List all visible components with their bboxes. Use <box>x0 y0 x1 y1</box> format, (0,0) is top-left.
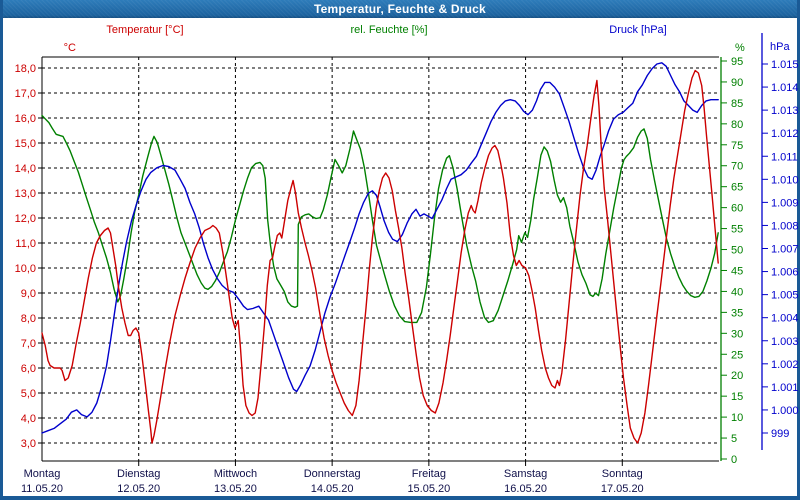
temp-tick-label: 7,0 <box>21 338 36 350</box>
legend-temperature: Temperatur [°C] <box>106 24 184 36</box>
humidity-tick-label: 90 <box>731 77 743 89</box>
pressure-tick-label: 1.008 <box>771 220 799 232</box>
temp-tick-label: 9,0 <box>21 288 36 300</box>
day-date-label: 11.05.20 <box>21 483 63 495</box>
legend-humidity: rel. Feuchte [%] <box>350 24 428 36</box>
humidity-tick-label: 15 <box>731 391 743 403</box>
day-name-label: Sonntag <box>602 468 643 480</box>
day-date-label: 16.05.20 <box>504 483 547 495</box>
humidity-tick-label: 10 <box>731 412 743 424</box>
humidity-tick-label: 20 <box>731 370 743 382</box>
pressure-axis-unit: hPa <box>770 41 790 53</box>
pressure-tick-label: 1.001 <box>771 382 799 394</box>
pressure-tick-label: 1.014 <box>771 82 799 94</box>
temp-tick-label: 4,0 <box>21 413 36 425</box>
temp-tick-label: 6,0 <box>21 363 36 375</box>
temp-tick-label: 12,0 <box>15 213 36 225</box>
temperature-axis-unit: °C <box>63 42 76 54</box>
humidity-tick-label: 40 <box>731 286 743 298</box>
day-name-label: Dienstag <box>117 468 160 480</box>
day-date-label: 12.05.20 <box>117 483 160 495</box>
humidity-tick-label: 50 <box>731 245 743 257</box>
pressure-tick-label: 1.011 <box>771 151 798 163</box>
pressure-tick-label: 1.013 <box>771 105 799 117</box>
pressure-tick-label: 1.004 <box>771 313 799 325</box>
day-name-label: Freitag <box>412 468 446 480</box>
humidity-tick-label: 70 <box>731 161 743 173</box>
temp-tick-label: 17,0 <box>15 88 36 100</box>
humidity-tick-label: 30 <box>731 328 743 340</box>
humidity-tick-label: 80 <box>731 119 743 131</box>
pressure-tick-label: 1.006 <box>771 267 799 279</box>
temp-tick-label: 13,0 <box>15 188 36 200</box>
temp-tick-label: 16,0 <box>15 113 36 125</box>
series-humidity <box>41 114 719 324</box>
pressure-tick-label: 1.012 <box>771 128 799 140</box>
day-date-label: 15.05.20 <box>407 483 450 495</box>
day-name-label: Samstag <box>504 468 547 480</box>
humidity-tick-label: 25 <box>731 349 743 361</box>
temp-tick-label: 8,0 <box>21 313 36 325</box>
temp-tick-label: 5,0 <box>21 388 36 400</box>
window-title: Temperatur, Feuchte & Druck <box>314 2 486 16</box>
series-pressure <box>41 62 719 434</box>
pressure-tick-label: 1.009 <box>771 197 799 209</box>
day-name-label: Donnerstag <box>304 468 361 480</box>
humidity-tick-label: 0 <box>731 454 737 466</box>
legend-pressure: Druck [hPa] <box>609 24 667 36</box>
temp-tick-label: 3,0 <box>21 438 36 450</box>
humidity-tick-label: 35 <box>731 307 743 319</box>
series-temperature <box>41 69 719 444</box>
day-date-label: 13.05.20 <box>214 483 257 495</box>
temp-tick-label: 15,0 <box>15 138 36 150</box>
pressure-tick-label: 1.005 <box>771 290 799 302</box>
temp-tick-label: 10,0 <box>15 263 36 275</box>
humidity-axis-unit: % <box>735 42 745 54</box>
pressure-tick-label: 1.010 <box>771 174 799 186</box>
pressure-tick-label: 1.003 <box>771 336 799 348</box>
pressure-tick-label: 1.007 <box>771 244 799 256</box>
humidity-tick-label: 60 <box>731 203 743 215</box>
humidity-tick-label: 55 <box>731 224 743 236</box>
temp-tick-label: 18,0 <box>15 63 36 75</box>
day-name-label: Montag <box>24 468 61 480</box>
day-date-label: 17.05.20 <box>601 483 644 495</box>
humidity-tick-label: 45 <box>731 265 743 277</box>
temp-tick-label: 11,0 <box>15 238 36 250</box>
temp-tick-label: 14,0 <box>15 163 36 175</box>
day-date-label: 14.05.20 <box>311 483 354 495</box>
pressure-tick-label: 999 <box>771 428 789 440</box>
humidity-tick-label: 65 <box>731 182 743 194</box>
pressure-tick-label: 1.002 <box>771 359 799 371</box>
humidity-tick-label: 5 <box>731 433 737 445</box>
humidity-tick-label: 85 <box>731 98 743 110</box>
day-name-label: Mittwoch <box>214 468 257 480</box>
humidity-tick-label: 75 <box>731 140 743 152</box>
pressure-tick-label: 1.015 <box>771 59 799 71</box>
window-titlebar[interactable]: Temperatur, Feuchte & Druck <box>0 0 800 18</box>
pressure-tick-label: 1.000 <box>771 405 799 417</box>
humidity-tick-label: 95 <box>731 56 743 68</box>
